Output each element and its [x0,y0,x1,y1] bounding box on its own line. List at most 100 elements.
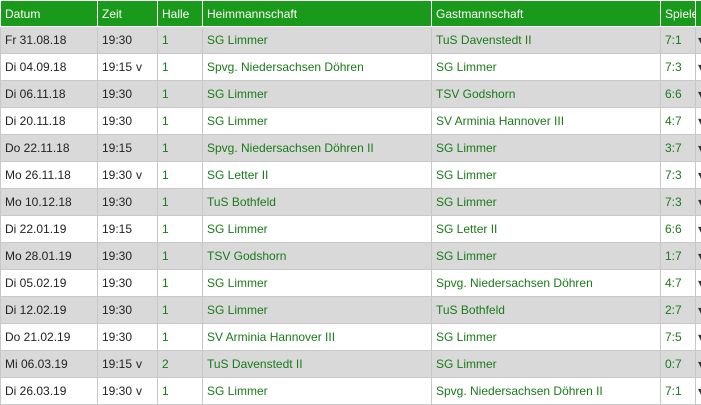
away-team-link[interactable]: SV Arminia Hannover III [432,108,661,135]
match-result-link[interactable]: 3:7 [661,135,696,162]
row-more-icon[interactable]: ▾ [696,162,701,189]
home-team-link[interactable]: TSV Godshorn [203,243,432,270]
row-more-icon[interactable]: ▾ [696,378,701,405]
match-time-cell: 19:30 [98,81,158,108]
home-team-link[interactable]: SG Limmer [203,108,432,135]
column-header-zeit[interactable]: Zeit [98,1,158,27]
row-more-icon[interactable]: ▾ [696,270,701,297]
row-more-icon[interactable]: ▾ [696,135,701,162]
home-team-link[interactable]: SG Limmer [203,81,432,108]
home-team-link[interactable]: TuS Bothfeld [203,189,432,216]
column-header-heim[interactable]: Heimmannschaft [203,1,432,27]
column-header-halle[interactable]: Halle [158,1,203,27]
row-more-icon[interactable]: ▾ [696,81,701,108]
match-date: Di 04.09.18 [1,54,98,81]
away-team-link[interactable]: Spvg. Niedersachsen Döhren II [432,378,661,405]
column-header-spiele[interactable]: Spiele [661,1,696,27]
home-team-link[interactable]: SG Limmer [203,270,432,297]
hall-number: 1 [158,162,203,189]
time-flag: v [136,357,142,371]
match-result-link[interactable]: 6:6 [661,216,696,243]
home-team-link[interactable]: SG Limmer [203,378,432,405]
home-team-link[interactable]: SG Limmer [203,27,432,54]
column-header-gast[interactable]: Gastmannschaft [432,1,661,27]
row-more-icon[interactable]: ▾ [696,189,701,216]
home-team-link[interactable]: Spvg. Niedersachsen Döhren [203,54,432,81]
row-more-icon[interactable]: ▾ [696,27,701,54]
home-team-link[interactable]: SV Arminia Hannover III [203,324,432,351]
home-team-link[interactable]: SG Limmer [203,297,432,324]
row-more-icon[interactable]: ▾ [696,351,701,378]
home-team-link[interactable]: SG Limmer [203,216,432,243]
row-more-icon[interactable]: ▾ [696,324,701,351]
hall-number: 1 [158,27,203,54]
away-team-link[interactable]: SG Limmer [432,324,661,351]
away-team-link[interactable]: SG Letter II [432,216,661,243]
away-team-link[interactable]: SG Limmer [432,189,661,216]
match-date: Fr 31.08.18 [1,27,98,54]
away-team-link[interactable]: SG Limmer [432,54,661,81]
match-time-cell: 19:30 [98,270,158,297]
hall-number: 1 [158,189,203,216]
match-result-link[interactable]: 0:7 [661,351,696,378]
match-result-link[interactable]: 2:7 [661,297,696,324]
match-date: Mi 06.03.19 [1,351,98,378]
away-team-link[interactable]: SG Limmer [432,243,661,270]
away-team-link[interactable]: SG Limmer [432,135,661,162]
time-flag: v [136,168,142,182]
away-team-link[interactable]: Spvg. Niedersachsen Döhren [432,270,661,297]
row-more-icon[interactable]: ▾ [696,216,701,243]
row-more-icon[interactable]: ▾ [696,297,701,324]
match-time: 19:30 [102,114,132,128]
match-result-link[interactable]: 4:7 [661,108,696,135]
home-team-link[interactable]: SG Letter II [203,162,432,189]
match-date: Di 26.03.19 [1,378,98,405]
hall-number: 1 [158,216,203,243]
match-result-link[interactable]: 4:7 [661,270,696,297]
match-time-cell: 19:15 [98,135,158,162]
match-result-link[interactable]: 1:7 [661,243,696,270]
hall-number: 1 [158,270,203,297]
away-team-link[interactable]: TuS Bothfeld [432,297,661,324]
match-result-link[interactable]: 7:1 [661,378,696,405]
row-more-icon[interactable]: ▾ [696,54,701,81]
row-more-icon[interactable]: ▾ [696,243,701,270]
match-date: Di 12.02.19 [1,297,98,324]
away-team-link[interactable]: TuS Davenstedt II [432,27,661,54]
match-time: 19:30 [102,87,132,101]
match-result-link[interactable]: 7:1 [661,27,696,54]
away-team-link[interactable]: TSV Godshorn [432,81,661,108]
match-time: 19:30 [102,249,132,263]
hall-number: 1 [158,54,203,81]
match-result-link[interactable]: 7:3 [661,54,696,81]
home-team-link[interactable]: Spvg. Niedersachsen Döhren II [203,135,432,162]
match-result-link[interactable]: 7:5 [661,324,696,351]
match-date: Mo 26.11.18 [1,162,98,189]
match-time-cell: 19:15 [98,216,158,243]
match-time: 19:15 [102,60,132,74]
row-more-icon[interactable]: ▾ [696,108,701,135]
hall-number: 1 [158,243,203,270]
match-result-link[interactable]: 6:6 [661,81,696,108]
home-team-link[interactable]: TuS Davenstedt II [203,351,432,378]
away-team-link[interactable]: SG Limmer [432,351,661,378]
match-time-cell: 19:30 [98,189,158,216]
match-result-link[interactable]: 7:3 [661,189,696,216]
match-result-link[interactable]: 7:3 [661,162,696,189]
away-team-link[interactable]: SG Limmer [432,162,661,189]
match-date: Mo 28.01.19 [1,243,98,270]
match-time: 19:30 [102,303,132,317]
match-time-cell: 19:30 [98,27,158,54]
match-time-cell: 19:30 [98,324,158,351]
match-time: 19:15 [102,357,132,371]
column-header-datum[interactable]: Datum [1,1,98,27]
